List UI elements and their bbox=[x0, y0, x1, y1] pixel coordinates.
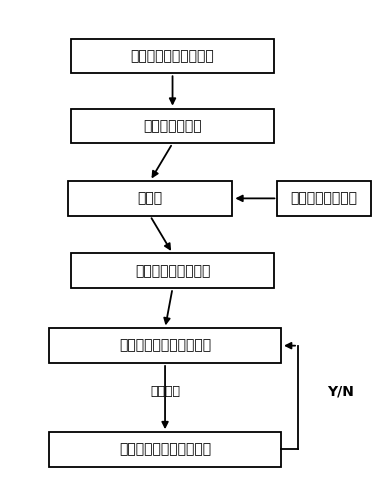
Text: 勘测表导入模块: 勘测表导入模块 bbox=[143, 119, 202, 133]
Text: 模拟屏操作程序验证模块: 模拟屏操作程序验证模块 bbox=[119, 443, 211, 457]
Bar bbox=[49, 432, 281, 467]
Bar bbox=[49, 328, 281, 363]
Bar bbox=[71, 39, 274, 73]
Text: 云平台: 云平台 bbox=[138, 191, 163, 205]
Bar bbox=[277, 181, 371, 216]
Bar bbox=[71, 254, 274, 288]
Text: Y/N: Y/N bbox=[328, 384, 355, 398]
Text: 设备回路关联统计模块: 设备回路关联统计模块 bbox=[131, 49, 214, 63]
Bar bbox=[71, 109, 274, 143]
Text: 模拟屏实时数据显示模块: 模拟屏实时数据显示模块 bbox=[119, 339, 211, 353]
Text: 模拟操作: 模拟操作 bbox=[150, 385, 180, 398]
Text: 实时数据传输模块: 实时数据传输模块 bbox=[291, 191, 358, 205]
Bar bbox=[68, 181, 232, 216]
Text: 配电模拟图处理模块: 配电模拟图处理模块 bbox=[135, 264, 210, 278]
